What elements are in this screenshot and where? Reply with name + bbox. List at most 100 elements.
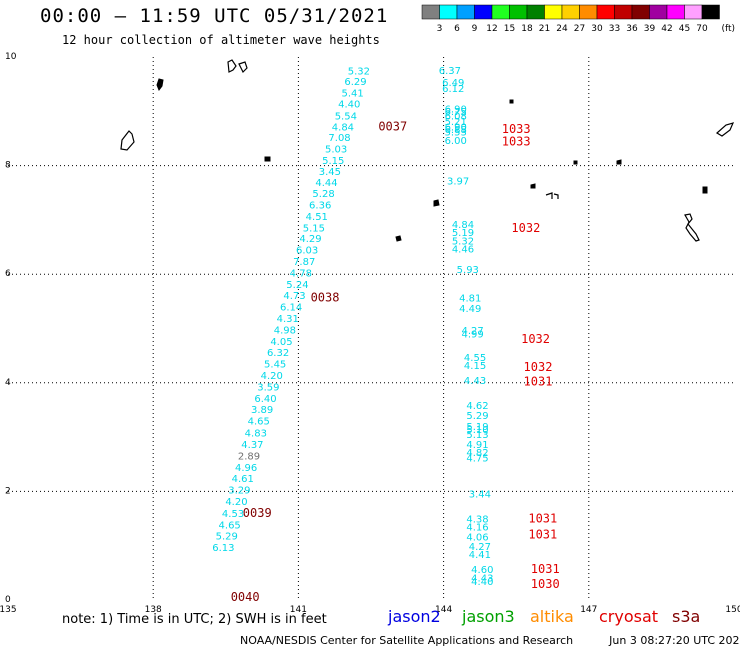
swh-value-label: 6.49 <box>442 78 464 89</box>
swh-value-label: 6.13 <box>212 543 234 554</box>
swh-value-label: 4.29 <box>299 234 321 245</box>
lat-tick-label: 10 <box>5 52 17 62</box>
colorbar-tick-label: 24 <box>556 24 568 34</box>
swh-value-label: 3.29 <box>228 486 250 497</box>
colorbar-tick-label: 3 <box>437 24 443 34</box>
swh-value-label: 5.28 <box>312 189 334 200</box>
swh-value-label: 4.16 <box>466 522 488 533</box>
swh-value-label: 5.29 <box>216 532 238 543</box>
colorbar-swatch <box>701 4 720 20</box>
colorbar-tick-label: 30 <box>591 24 603 34</box>
lat-tick-label: 4 <box>5 378 11 388</box>
legend-altika: altika <box>530 607 574 626</box>
swh-value-label: 5.10 <box>466 425 488 436</box>
swh-value-label: 4.75 <box>466 454 488 465</box>
swh-value-label: 3.45 <box>319 167 341 178</box>
timestamp-text: Jun 3 08:27:20 UTC 2021 <box>609 634 740 647</box>
island-shape <box>530 183 536 189</box>
island-shape <box>120 130 135 151</box>
swh-value-label: 5.32 <box>348 66 370 77</box>
credit-text: NOAA/NESDIS Center for Satellite Applica… <box>240 634 574 647</box>
swh-value-label: 4.27 <box>469 542 491 553</box>
swh-value-label: 6.08 <box>445 111 467 122</box>
island-shape <box>715 122 735 137</box>
lon-tick-label: 138 <box>145 605 162 615</box>
swh-value-label: 6.75 <box>445 107 467 118</box>
swh-value-label: 6.40 <box>254 394 276 405</box>
footer-credit: NOAA/NESDIS Center for Satellite Applica… <box>240 634 740 647</box>
swh-value-label: 4.51 <box>306 212 328 223</box>
time-labels: 0037003800390040103310331032103210321031… <box>231 119 560 604</box>
swh-value-label: 4.15 <box>464 361 486 372</box>
colorbar-tick-label: 36 <box>626 24 638 34</box>
swh-value-label: 4.49 <box>459 304 481 315</box>
colorbar-tick-label: 45 <box>679 24 690 34</box>
time-label: 1032 <box>521 332 550 346</box>
swh-value-label: 6.90 <box>445 104 467 115</box>
swh-value-label: 6.12 <box>442 84 464 95</box>
colorbar-tick-label: 39 <box>644 24 656 34</box>
swh-value-label: 5.53 <box>445 128 467 139</box>
swh-value-label: 5.93 <box>457 265 479 276</box>
colorbar-legend: 3 6 9 12 15 18 21 24 27 30 33 36 39 42 45 70 (ft) <box>421 4 735 34</box>
swh-value-label: 4.37 <box>241 440 263 451</box>
swh-value-label: 4.31 <box>277 314 299 325</box>
island-shape <box>702 186 708 194</box>
time-label: 1031 <box>528 528 557 542</box>
island-shape <box>616 159 622 165</box>
swh-value-label: 4.73 <box>283 291 305 302</box>
island-shape <box>264 156 271 162</box>
lat-tick-label: 0 <box>5 595 11 605</box>
time-label: 0038 <box>311 290 340 304</box>
legend-jason3: jason3 <box>462 607 515 626</box>
swh-value-label: 6.03 <box>296 246 318 257</box>
swh-value-label: 4.82 <box>466 448 488 459</box>
swh-value-label: 4.43 <box>464 376 486 387</box>
colorbar-tick-label: 27 <box>574 24 585 34</box>
swh-value-label: 4.27 <box>462 326 484 337</box>
swh-value-label: 5.45 <box>264 360 286 371</box>
time-label: 0037 <box>378 119 407 133</box>
swh-value-label: 3.44 <box>469 489 491 500</box>
swh-value-label: 6.32 <box>267 348 289 359</box>
island-shape <box>684 213 700 242</box>
swh-value-label: 4.65 <box>219 520 241 531</box>
time-label: 1033 <box>502 135 531 149</box>
swh-value-label: 5.29 <box>466 411 488 422</box>
time-label: 1030 <box>531 577 560 591</box>
s3a-track: 5.326.295.414.405.544.847.085.035.153.45… <box>212 66 370 554</box>
note-text: note: 1) Time is in UTC; 2) SWH is in fe… <box>62 612 327 627</box>
colorbar-tick-label: 12 <box>486 24 497 34</box>
swh-value-label: 2.89 <box>238 451 260 462</box>
time-label: 1032 <box>511 221 540 235</box>
swh-value-label: 5.32 <box>452 236 474 247</box>
swh-value-label: 4.83 <box>245 429 267 440</box>
swh-value-label: 6.36 <box>309 200 331 211</box>
swh-value-label: 5.15 <box>322 156 344 167</box>
swh-value-label: 4.78 <box>290 268 312 279</box>
colorbar-tick-label: 70 <box>696 24 708 34</box>
swh-value-label: 4.20 <box>225 497 247 508</box>
lon-tick-label: 141 <box>290 605 307 615</box>
lon-tick-label: 144 <box>435 605 452 615</box>
swh-value-label: 5.19 <box>452 228 474 239</box>
time-label: 1031 <box>528 511 557 525</box>
swh-value-label: 6.88 <box>445 125 467 136</box>
swh-value-label: 4.44 <box>315 178 337 189</box>
swh-value-label: 4.38 <box>466 514 488 525</box>
colorbar-tick-label: 6 <box>454 24 460 34</box>
lon-tick-label: 135 <box>0 605 17 615</box>
time-label: 1031 <box>531 562 560 576</box>
island-shape <box>573 160 578 165</box>
swh-value-label: 5.03 <box>325 145 347 156</box>
island-shape <box>227 59 248 74</box>
swh-value-label: 4.99 <box>462 330 484 341</box>
swh-value-label: 6.29 <box>344 77 366 88</box>
swh-value-label: 5.54 <box>335 111 357 122</box>
swh-value-label: 5.15 <box>303 223 325 234</box>
swh-value-label: 3.97 <box>447 177 469 188</box>
swh-value-label: 6.14 <box>280 303 302 314</box>
swh-value-label: 4.43 <box>471 574 493 585</box>
swh-value-label: 5.21 <box>445 117 467 128</box>
